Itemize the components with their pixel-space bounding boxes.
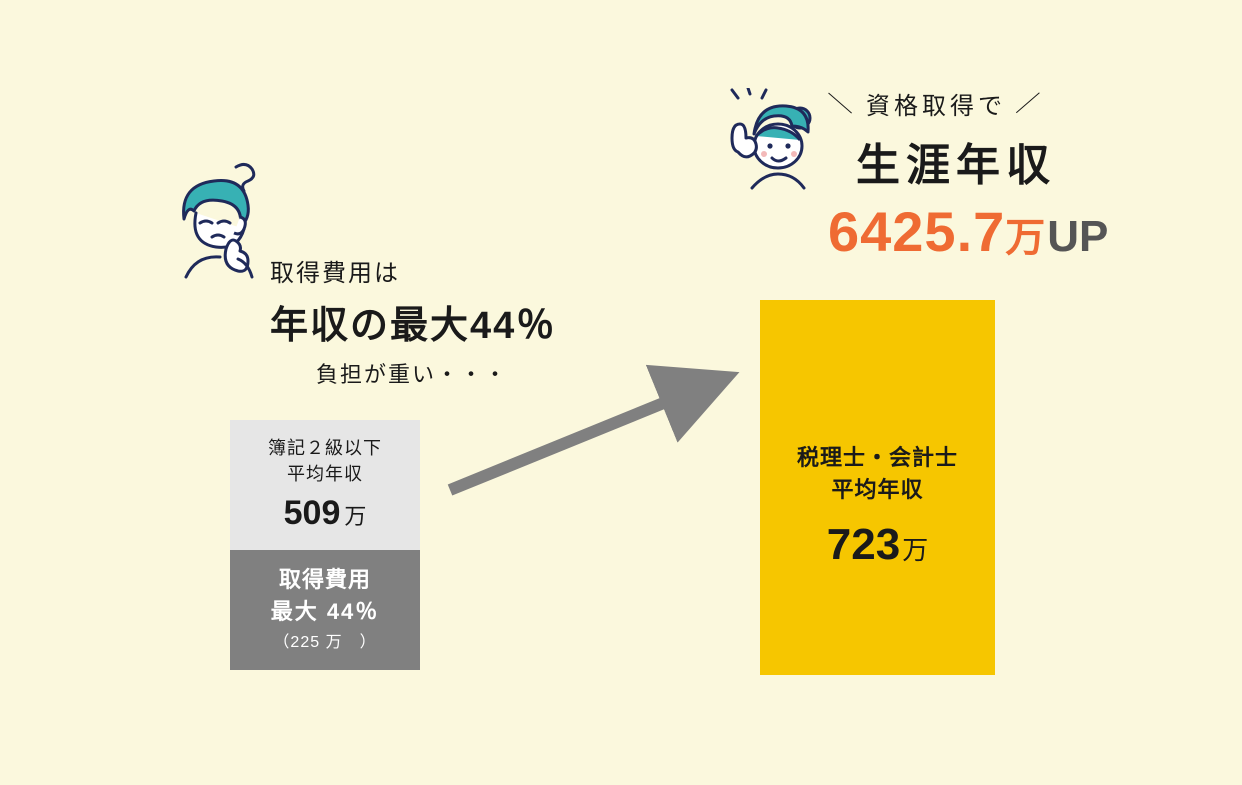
left-bar-value-unit: 万 — [344, 504, 366, 529]
infographic-stage: 取得費用は 年収の最大44％ 負担が重い・・・ 簿記２級以下 平均年収 509万… — [0, 0, 1242, 785]
left-bar-label-2: 平均年収 — [230, 460, 420, 486]
right-bar-value: 723万 — [760, 520, 995, 570]
right-slash-line: ＼ 資格取得で ／ — [828, 86, 1108, 121]
growth-arrow-icon — [430, 360, 750, 525]
left-bar-value-number: 509 — [284, 494, 341, 532]
pointing-person-icon — [708, 88, 828, 223]
slash-left-icon: ＼ — [827, 83, 857, 120]
left-bar-value: 509万 — [230, 494, 420, 533]
right-bar-value-number: 723 — [827, 520, 900, 569]
slash-right-icon: ／ — [1015, 83, 1045, 120]
left-bar-cost-label-2: 最大 44％ — [230, 594, 420, 626]
right-slash-text: 資格取得で — [866, 93, 1006, 120]
right-gain-unit: 万 — [1005, 216, 1045, 260]
left-bar-segment-income: 簿記２級以下 平均年収 509万 — [230, 420, 420, 550]
left-bar-cost-paren: （225 万 ） — [230, 628, 420, 652]
right-bar-label-1: 税理士・会計士 — [760, 440, 995, 472]
left-line-headline: 年収の最大44％ — [270, 294, 556, 349]
right-gain: 6425.7万UP — [828, 199, 1108, 264]
right-bar-label-2: 平均年収 — [760, 472, 995, 504]
left-bar-label-1: 簿記２級以下 — [230, 434, 420, 460]
left-bar: 簿記２級以下 平均年収 509万 取得費用 最大 44％ （225 万 ） — [230, 420, 420, 670]
right-gain-number: 6425.7 — [828, 200, 1005, 263]
right-text-block: ＼ 資格取得で ／ 生涯年収 6425.7万UP — [828, 86, 1108, 264]
right-lifetime-label: 生涯年収 — [856, 129, 1108, 193]
left-line-cost-intro: 取得費用は — [270, 253, 556, 288]
left-bar-cost-label-1: 取得費用 — [230, 562, 420, 594]
worried-person-icon — [166, 159, 272, 290]
left-bar-segment-cost: 取得費用 最大 44％ （225 万 ） — [230, 550, 420, 670]
right-bar: 税理士・会計士 平均年収 723万 — [760, 300, 995, 675]
right-bar-value-unit: 万 — [902, 535, 928, 565]
right-gain-suffix: UP — [1047, 212, 1108, 261]
